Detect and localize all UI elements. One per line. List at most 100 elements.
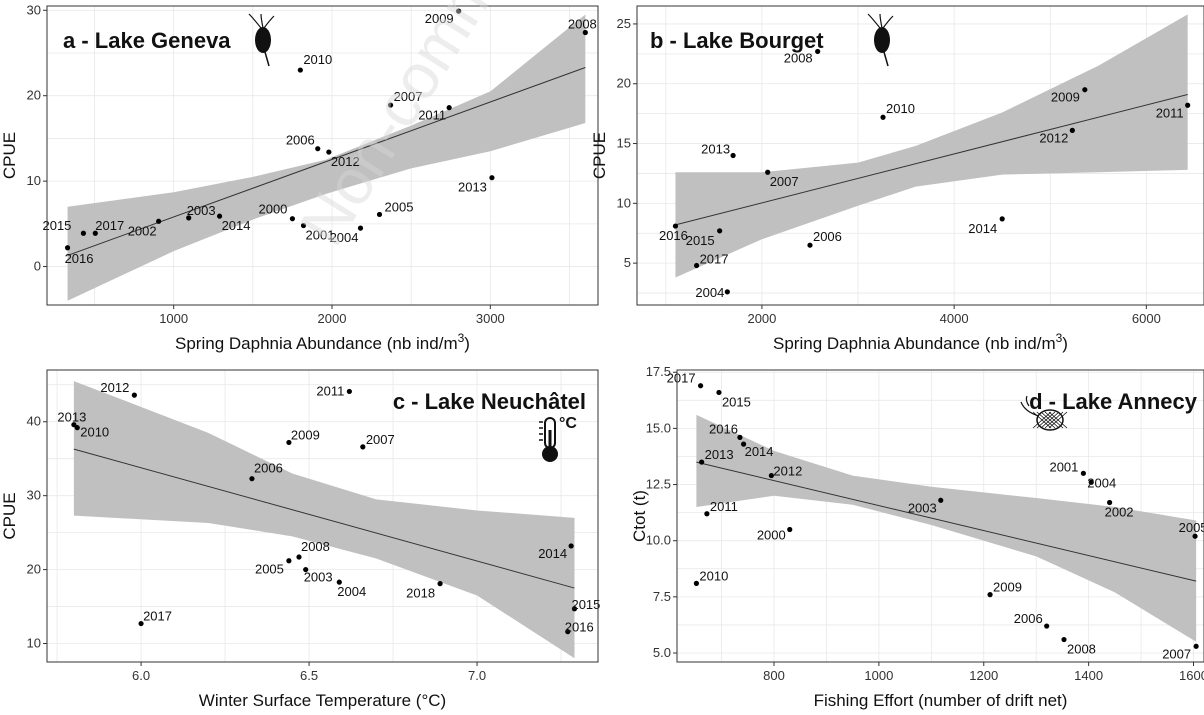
- x-tick-label: 6000: [1132, 311, 1161, 326]
- data-point: [571, 606, 578, 612]
- y-tick-label: 5: [624, 255, 631, 270]
- y-axis-title: CPUE: [0, 492, 19, 539]
- data-point: [672, 223, 679, 229]
- point-label: 2007: [1162, 646, 1191, 661]
- point-label: 2005: [385, 199, 414, 214]
- daphnia-icon: [248, 13, 275, 67]
- daphnia-tail: [264, 51, 270, 67]
- data-point: [697, 383, 704, 389]
- trend-line: [696, 461, 1197, 582]
- y-tick-label: 15: [617, 136, 631, 151]
- x-axis-title: Fishing Effort (number of drift net): [814, 691, 1068, 710]
- data-point: [1107, 499, 1113, 506]
- point-label: 2015: [686, 233, 715, 248]
- point-label: 2004: [330, 230, 359, 245]
- point-label: 2002: [1105, 505, 1134, 520]
- data-point: [489, 175, 495, 181]
- data-point: [737, 434, 743, 440]
- y-tick-label: 7.5: [653, 589, 671, 604]
- x-tick-label: 2000: [747, 311, 776, 326]
- x-axis-title: Winter Surface Temperature (°C): [199, 691, 446, 710]
- data-point: [730, 152, 736, 159]
- data-point: [938, 497, 944, 503]
- x-tick-label: 3000: [476, 311, 505, 326]
- y-tick-label: 10: [27, 636, 41, 651]
- x-tick-label: 1200: [969, 668, 998, 683]
- data-point: [71, 422, 77, 428]
- point-label: 2000: [757, 527, 786, 542]
- daphnia-antenna: [248, 13, 275, 29]
- point-label: 2005: [1179, 520, 1204, 535]
- x-tick-label: 6.0: [132, 668, 150, 683]
- point-label: 2009: [425, 11, 454, 26]
- data-point: [216, 213, 223, 219]
- data-point: [807, 242, 813, 248]
- net-mesh-line: [1048, 411, 1068, 429]
- point-label: 2011: [1156, 105, 1184, 120]
- trend-line: [67, 67, 586, 256]
- panel-title: c - Lake Neuchâtel: [393, 389, 586, 414]
- panel-d-lake-annecy: 2017 2015 2016 2014 2013 2012 2011 2000 2010 2003…: [630, 364, 1204, 710]
- data-point: [565, 629, 571, 635]
- point-label: 2011: [418, 108, 446, 123]
- data-point: [768, 472, 774, 479]
- data-point: [815, 48, 821, 55]
- daphnia-antenna: [867, 13, 894, 29]
- point-label: 2012: [100, 380, 129, 395]
- net-ring: [1036, 409, 1064, 431]
- point-label: 2016: [65, 251, 94, 266]
- net-mesh-line: [1044, 411, 1064, 429]
- point-label: 2009: [291, 427, 320, 442]
- point-label: 2000: [258, 202, 287, 217]
- point-label: 2009: [1051, 90, 1080, 105]
- x-axis-title-superscript: 3: [1056, 331, 1063, 345]
- point-label: 2001: [306, 228, 335, 243]
- point-label: 2003: [908, 500, 937, 515]
- thermometer-unit-label: °C: [559, 415, 577, 432]
- thermometer-bulb: [542, 446, 558, 462]
- data-point: [716, 389, 722, 396]
- point-label: 2014: [745, 444, 774, 459]
- point-label: 2013: [705, 447, 734, 462]
- point-label: 2015: [42, 218, 71, 233]
- data-point: [1044, 623, 1050, 629]
- data-point: [289, 216, 296, 222]
- point-label: 2005: [255, 562, 284, 577]
- y-axis-title: Ctot (t): [630, 490, 649, 542]
- x-tick-label: 1600: [1179, 668, 1204, 683]
- data-point: [387, 102, 394, 108]
- data-point: [446, 105, 452, 111]
- point-label: 2008: [301, 539, 330, 554]
- point-label: 2008: [568, 16, 597, 31]
- point-label: 2006: [1014, 611, 1043, 626]
- point-label: 2007: [394, 89, 423, 104]
- confidence-band: [675, 14, 1188, 278]
- panel-title: b - Lake Bourget: [650, 28, 824, 53]
- data-point: [300, 222, 307, 229]
- data-point: [456, 8, 462, 14]
- x-axis-title-superscript: 3: [458, 331, 465, 345]
- data-point: [999, 216, 1005, 222]
- point-label: 2017: [95, 218, 124, 233]
- data-point: [326, 149, 332, 155]
- y-tick-label: 20: [27, 88, 41, 103]
- point-label: 2011: [316, 383, 344, 398]
- data-point: [568, 543, 574, 549]
- data-point: [437, 581, 443, 587]
- data-point: [699, 459, 705, 465]
- daphnia-tail: [883, 51, 889, 67]
- x-tick-label: 1400: [1074, 668, 1103, 683]
- point-label: 2004: [1087, 475, 1116, 490]
- point-label: 2006: [286, 133, 315, 148]
- y-tick-label: 30: [27, 2, 41, 17]
- y-tick-label: 10.0: [646, 533, 671, 548]
- point-label: 2010: [886, 101, 915, 116]
- y-tick-label: 0: [34, 259, 41, 274]
- data-point: [693, 262, 700, 269]
- daphnia-icon: [867, 13, 894, 67]
- point-label: 2012: [331, 154, 360, 169]
- point-label: 2013: [57, 410, 86, 425]
- point-label: 2017: [700, 252, 729, 267]
- data-point: [724, 289, 730, 295]
- data-point: [740, 441, 747, 447]
